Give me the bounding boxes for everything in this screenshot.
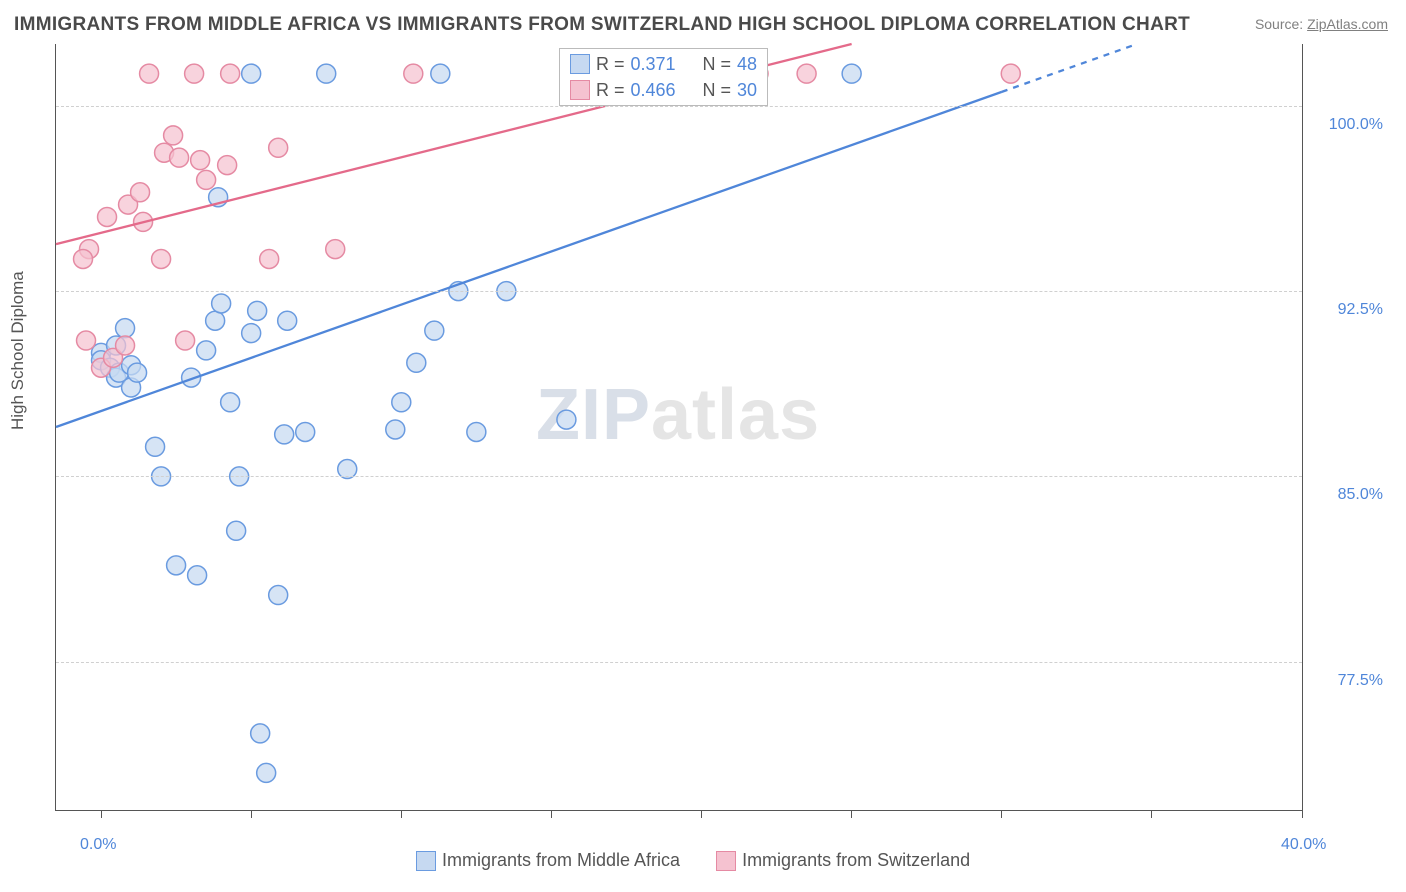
y-tick-label: 92.5% (1313, 301, 1383, 319)
data-point-switzerland (1001, 64, 1020, 83)
legend-stats-row: R = 0.371 N =48 (564, 51, 763, 77)
source-attribution: Source: ZipAtlas.com (1255, 16, 1388, 32)
legend-series-text: Immigrants from Middle Africa (442, 850, 680, 871)
data-point-switzerland (269, 138, 288, 157)
data-point-middle_africa (167, 556, 186, 575)
legend-n-label: N = (703, 80, 732, 101)
data-point-switzerland (74, 249, 93, 268)
x-tick-mark (1151, 810, 1152, 818)
data-point-switzerland (116, 336, 135, 355)
data-point-switzerland (152, 249, 171, 268)
gridline (56, 476, 1302, 477)
legend-swatch (570, 80, 590, 100)
data-point-switzerland (77, 331, 96, 350)
data-point-middle_africa (242, 64, 261, 83)
data-point-middle_africa (275, 425, 294, 444)
trendline-middle-africa (56, 92, 1002, 427)
data-point-middle_africa (242, 324, 261, 343)
data-point-switzerland (140, 64, 159, 83)
data-point-switzerland (164, 126, 183, 145)
legend-series-text: Immigrants from Switzerland (742, 850, 970, 871)
chart-container: IMMIGRANTS FROM MIDDLE AFRICA VS IMMIGRA… (0, 0, 1406, 892)
chart-title: IMMIGRANTS FROM MIDDLE AFRICA VS IMMIGRA… (14, 14, 1190, 36)
data-point-middle_africa (206, 311, 225, 330)
x-tick-mark (1001, 810, 1002, 818)
data-point-switzerland (98, 207, 117, 226)
source-link[interactable]: ZipAtlas.com (1307, 16, 1388, 32)
data-point-middle_africa (467, 422, 486, 441)
plot-area: ZIPatlas (55, 44, 1303, 811)
x-tick-mark (701, 810, 702, 818)
data-point-middle_africa (842, 64, 861, 83)
x-tick-mark (851, 810, 852, 818)
data-point-middle_africa (425, 321, 444, 340)
y-tick-label: 85.0% (1313, 486, 1383, 504)
data-point-switzerland (185, 64, 204, 83)
data-point-middle_africa (116, 319, 135, 338)
data-point-middle_africa (269, 586, 288, 605)
data-point-middle_africa (557, 410, 576, 429)
legend-r-value: 0.371 (631, 54, 689, 75)
legend-series-item: Immigrants from Switzerland (710, 850, 970, 871)
data-point-middle_africa (212, 294, 231, 313)
data-point-middle_africa (146, 437, 165, 456)
x-tick-mark (251, 810, 252, 818)
data-point-switzerland (221, 64, 240, 83)
legend-stats-row: R = 0.466 N =30 (564, 77, 763, 103)
data-point-middle_africa (317, 64, 336, 83)
y-tick-label: 77.5% (1313, 672, 1383, 690)
data-point-middle_africa (128, 363, 147, 382)
data-point-middle_africa (248, 301, 267, 320)
data-point-middle_africa (407, 353, 426, 372)
data-point-middle_africa (431, 64, 450, 83)
x-tick-label: 0.0% (80, 836, 116, 854)
legend-n-label: N = (703, 54, 732, 75)
legend-r-value: 0.466 (631, 80, 689, 101)
data-point-switzerland (326, 240, 345, 259)
data-point-switzerland (197, 170, 216, 189)
data-point-middle_africa (257, 763, 276, 782)
data-point-switzerland (131, 183, 150, 202)
data-point-middle_africa (251, 724, 270, 743)
x-tick-mark (401, 810, 402, 818)
data-point-middle_africa (278, 311, 297, 330)
trendline-middle-africa-dashed (1002, 44, 1137, 92)
y-axis-label: High School Diploma (8, 271, 28, 430)
x-tick-label: 40.0% (1281, 836, 1326, 854)
legend-n-value: 48 (737, 54, 757, 75)
legend-r-label: R = (596, 54, 625, 75)
data-point-middle_africa (386, 420, 405, 439)
y-tick-label: 100.0% (1313, 116, 1383, 134)
data-point-middle_africa (296, 422, 315, 441)
gridline (56, 291, 1302, 292)
legend-swatch (716, 851, 736, 871)
x-tick-mark (101, 810, 102, 818)
data-point-switzerland (176, 331, 195, 350)
data-point-middle_africa (221, 393, 240, 412)
x-tick-mark (1302, 810, 1303, 818)
legend-r-label: R = (596, 80, 625, 101)
gridline (56, 662, 1302, 663)
legend-swatch (570, 54, 590, 74)
x-tick-mark (551, 810, 552, 818)
data-point-switzerland (170, 148, 189, 167)
data-point-switzerland (797, 64, 816, 83)
legend-series-item: Immigrants from Middle Africa (410, 850, 680, 871)
data-point-switzerland (191, 151, 210, 170)
data-point-middle_africa (188, 566, 207, 585)
data-point-middle_africa (392, 393, 411, 412)
legend-n-value: 30 (737, 80, 757, 101)
legend-swatch (416, 851, 436, 871)
data-point-switzerland (218, 156, 237, 175)
legend-stats: R = 0.371 N =48 R = 0.466 N =30 (559, 48, 768, 106)
data-point-middle_africa (197, 341, 216, 360)
data-point-middle_africa (227, 521, 246, 540)
data-point-switzerland (404, 64, 423, 83)
legend-series: Immigrants from Middle Africa Immigrants … (410, 850, 1000, 871)
chart-svg (56, 44, 1302, 810)
data-point-switzerland (260, 249, 279, 268)
